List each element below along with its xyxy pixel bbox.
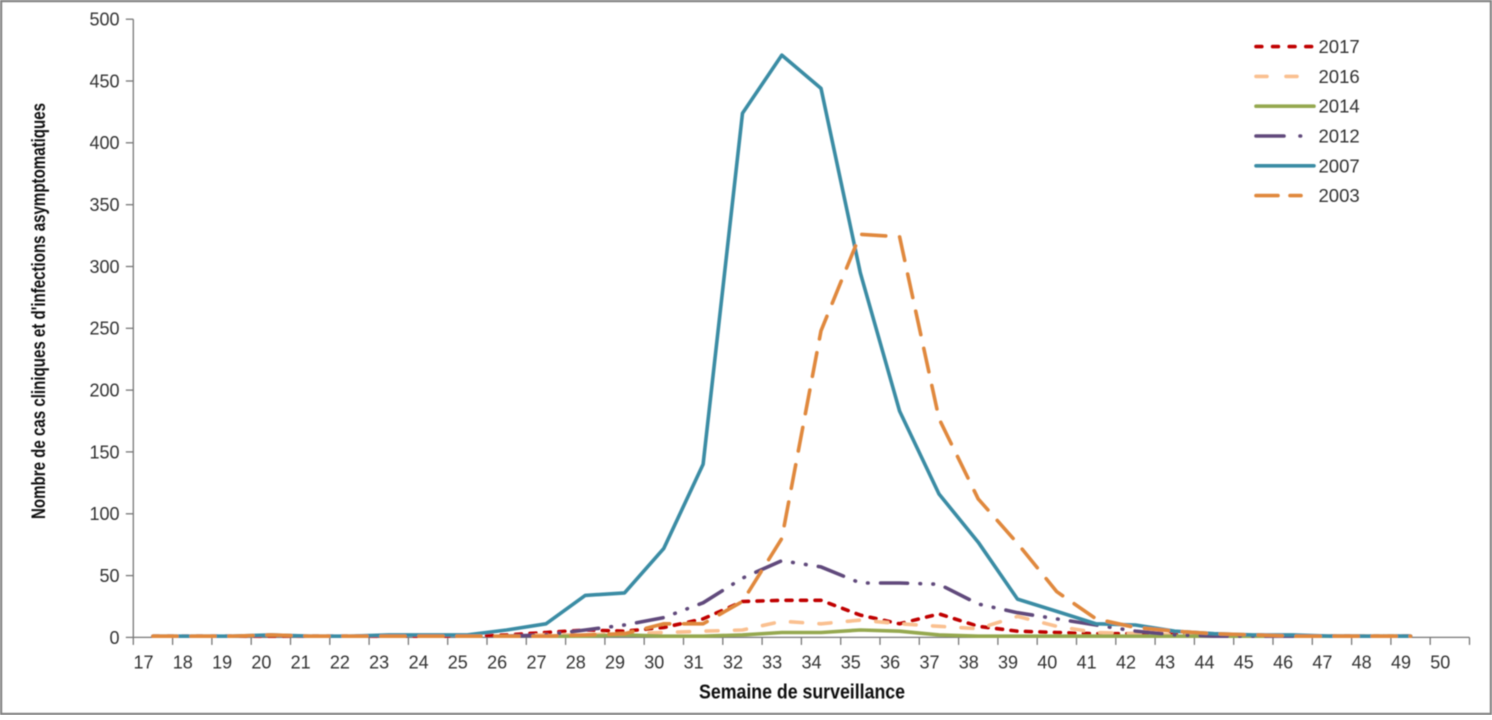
- svg-text:31: 31: [684, 653, 704, 673]
- svg-text:22: 22: [330, 653, 350, 673]
- svg-text:500: 500: [89, 10, 119, 30]
- svg-text:47: 47: [1312, 653, 1332, 673]
- svg-text:200: 200: [89, 381, 119, 401]
- svg-text:42: 42: [1116, 653, 1136, 673]
- svg-text:17: 17: [133, 653, 153, 673]
- svg-text:28: 28: [566, 653, 586, 673]
- svg-text:19: 19: [212, 653, 232, 673]
- svg-text:100: 100: [89, 504, 119, 524]
- svg-text:25: 25: [448, 653, 468, 673]
- svg-text:44: 44: [1194, 653, 1214, 673]
- svg-text:Nombre de cas cliniques et d'i: Nombre de cas cliniques et d'infections …: [29, 103, 50, 519]
- svg-text:46: 46: [1273, 653, 1293, 673]
- svg-text:21: 21: [291, 653, 311, 673]
- svg-text:38: 38: [959, 653, 979, 673]
- svg-text:23: 23: [369, 653, 389, 673]
- svg-text:34: 34: [801, 653, 821, 673]
- svg-text:40: 40: [1037, 653, 1057, 673]
- svg-text:49: 49: [1391, 653, 1411, 673]
- svg-text:37: 37: [919, 653, 939, 673]
- svg-text:35: 35: [841, 653, 861, 673]
- svg-text:0: 0: [109, 628, 119, 648]
- svg-text:39: 39: [998, 653, 1018, 673]
- svg-text:2007: 2007: [1319, 155, 1360, 176]
- svg-text:36: 36: [880, 653, 900, 673]
- svg-text:45: 45: [1234, 653, 1254, 673]
- svg-text:32: 32: [723, 653, 743, 673]
- svg-text:Semaine de surveillance: Semaine de surveillance: [699, 682, 905, 704]
- svg-text:30: 30: [644, 653, 664, 673]
- svg-text:20: 20: [251, 653, 271, 673]
- svg-text:450: 450: [89, 71, 119, 91]
- svg-text:50: 50: [1430, 653, 1450, 673]
- svg-text:48: 48: [1352, 653, 1372, 673]
- svg-text:2017: 2017: [1319, 36, 1360, 57]
- svg-text:150: 150: [89, 442, 119, 462]
- svg-text:18: 18: [173, 653, 193, 673]
- svg-text:26: 26: [487, 653, 507, 673]
- svg-text:41: 41: [1077, 653, 1097, 673]
- svg-text:33: 33: [762, 653, 782, 673]
- svg-text:400: 400: [89, 133, 119, 153]
- svg-text:27: 27: [526, 653, 546, 673]
- svg-text:2003: 2003: [1319, 185, 1360, 206]
- svg-text:2016: 2016: [1319, 66, 1360, 87]
- svg-text:2012: 2012: [1319, 126, 1360, 147]
- svg-text:29: 29: [605, 653, 625, 673]
- svg-text:250: 250: [89, 319, 119, 339]
- svg-text:2014: 2014: [1319, 96, 1360, 117]
- svg-text:350: 350: [89, 195, 119, 215]
- svg-text:300: 300: [89, 257, 119, 277]
- svg-text:50: 50: [99, 566, 119, 586]
- svg-text:24: 24: [409, 653, 429, 673]
- svg-text:43: 43: [1155, 653, 1175, 673]
